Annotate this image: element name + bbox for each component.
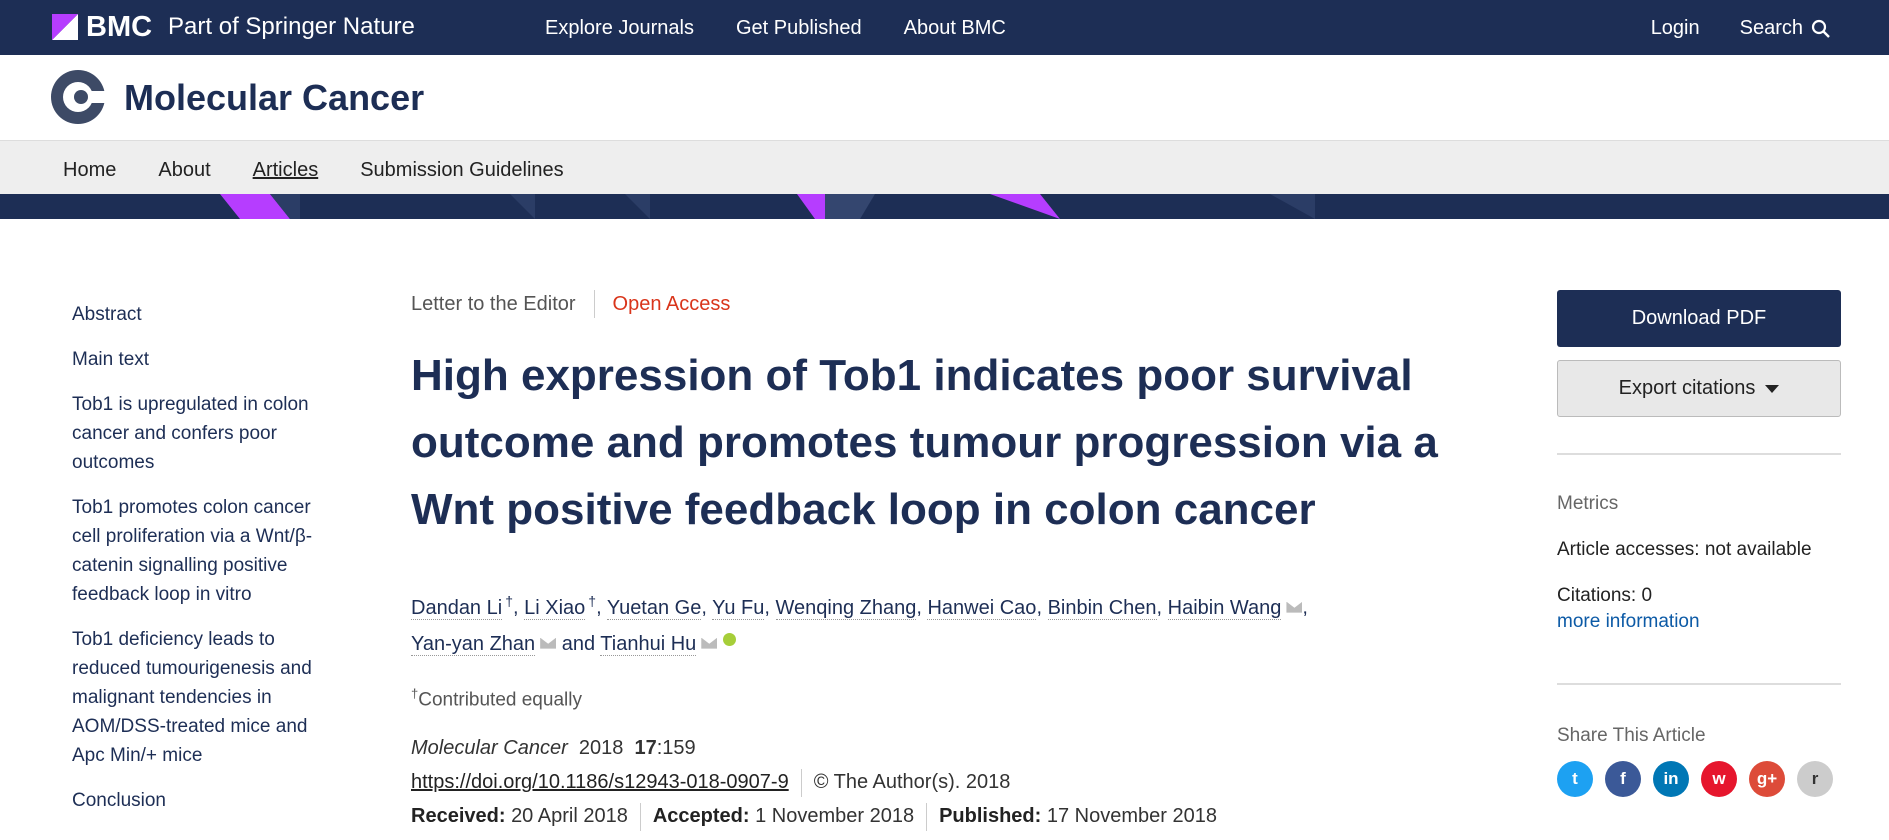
author-haibin-wang[interactable]: Haibin Wang: [1167, 596, 1282, 620]
citations-count: Citations: 0: [1557, 585, 1653, 606]
article-accesses: Article accesses: not available: [1557, 539, 1812, 560]
accepted-label: Accepted:: [652, 804, 750, 827]
toc-item-tob1-deficiency[interactable]: Tob1 deficiency leads to reduced tumouri…: [72, 629, 312, 766]
caret-down-icon: [1765, 384, 1780, 393]
top-right: Login Search: [1651, 17, 1831, 40]
journal-name: Molecular Cancer: [411, 736, 568, 759]
divider: [800, 768, 802, 797]
share-icons: t f in w g+ r: [1557, 761, 1841, 797]
top-bar: BMC Part of Springer Nature Explore Jour…: [0, 0, 1889, 55]
author-yan-yan-zhan[interactable]: Yan-yan Zhan: [411, 632, 536, 656]
orcid-icon[interactable]: [723, 632, 737, 646]
journal-subnav: Home About Articles Submission Guideline…: [0, 140, 1889, 194]
top-nav: Explore Journals Get Published About BMC: [545, 17, 1006, 40]
brand-name: BMC: [86, 10, 153, 43]
author-binbin-chen[interactable]: Binbin Chen: [1047, 596, 1157, 620]
pub-year: 2018: [578, 736, 624, 759]
decorative-band: [0, 194, 1889, 219]
contribution-note: †Contributed equally: [411, 686, 1521, 711]
divider: [1557, 453, 1841, 455]
weibo-icon[interactable]: w: [1701, 761, 1737, 797]
login-link[interactable]: Login: [1650, 17, 1700, 39]
search-label: Search: [1739, 17, 1803, 39]
article-number: :159: [656, 736, 696, 759]
article-type: Letter to the Editor: [411, 292, 576, 315]
author-yuetan-ge[interactable]: Yuetan Ge: [606, 596, 702, 620]
journal-header: Molecular Cancer: [0, 55, 1889, 140]
divider: [639, 802, 641, 831]
author-wenqing-zhang[interactable]: Wenqing Zhang: [775, 596, 917, 620]
volume: 17: [634, 736, 657, 759]
email-icon[interactable]: [1286, 601, 1303, 613]
and-text: and: [561, 632, 596, 655]
search-button[interactable]: Search: [1740, 17, 1831, 40]
author-yu-fu[interactable]: Yu Fu: [712, 596, 765, 620]
email-icon[interactable]: [540, 637, 557, 649]
journal-title[interactable]: Molecular Cancer: [124, 77, 425, 118]
linkedin-icon[interactable]: in: [1653, 761, 1689, 797]
author-hanwei-cao[interactable]: Hanwei Cao: [927, 596, 1037, 620]
more-information-link[interactable]: more information: [1557, 611, 1700, 632]
toc-item-conclusion[interactable]: Conclusion: [72, 790, 166, 811]
table-of-contents: Abstract Main text Tob1 is upregulated i…: [72, 300, 322, 831]
received-date: 20 April 2018: [511, 804, 628, 827]
email-icon[interactable]: [701, 637, 718, 649]
copyright: © The Author(s). 2018: [813, 770, 1011, 793]
twitter-icon[interactable]: t: [1557, 761, 1593, 797]
download-pdf-label: Download PDF: [1631, 307, 1767, 329]
search-icon: [1811, 19, 1830, 38]
nav-get-published[interactable]: Get Published: [735, 17, 862, 39]
bmc-mark-icon: [52, 14, 78, 40]
reddit-icon[interactable]: r: [1797, 761, 1833, 797]
open-access-badge: Open Access: [612, 292, 731, 315]
author-list: Dandan Li †, Li Xiao †, Yuetan Ge, Yu Fu, …: [411, 593, 1308, 656]
dagger-mark: †: [505, 593, 513, 609]
received-label: Received:: [411, 804, 506, 827]
toc-item-abstract[interactable]: Abstract: [72, 304, 142, 325]
contribution-text: Contributed equally: [418, 688, 582, 710]
subnav-articles[interactable]: Articles: [252, 159, 319, 181]
sidebar-right: Download PDF Export citations Metrics Ar…: [1557, 290, 1841, 797]
subnav-home[interactable]: Home: [63, 159, 117, 181]
divider: [1557, 683, 1841, 685]
published-label: Published:: [939, 804, 1042, 827]
share-heading: Share This Article: [1557, 725, 1706, 746]
download-pdf-button[interactable]: Download PDF: [1557, 290, 1841, 347]
export-citations-button[interactable]: Export citations: [1557, 360, 1841, 417]
bmc-logo[interactable]: BMC Part of Springer Nature: [52, 10, 415, 43]
article-header: Letter to the Editor Open Access High ex…: [411, 290, 1521, 833]
author-dandan-li[interactable]: Dandan Li: [411, 596, 503, 620]
nav-about-bmc[interactable]: About BMC: [903, 17, 1006, 39]
toc-item-tob1-upregulated[interactable]: Tob1 is upregulated in colon cancer and …: [72, 394, 309, 473]
toc-item-main-text[interactable]: Main text: [72, 349, 150, 370]
divider: [926, 802, 928, 831]
nav-explore-journals[interactable]: Explore Journals: [545, 17, 694, 39]
toc-item-tob1-promotes[interactable]: Tob1 promotes colon cancer cell prolifer…: [72, 497, 313, 605]
export-citations-label: Export citations: [1618, 377, 1756, 399]
article-title: High expression of Tob1 indicates poor s…: [411, 351, 1438, 534]
dagger-mark: †: [588, 593, 597, 609]
band-pattern-icon: [220, 194, 1315, 219]
subnav-submission-guidelines[interactable]: Submission Guidelines: [360, 159, 564, 181]
published-date: 17 November 2018: [1046, 804, 1217, 827]
doi-link[interactable]: https://doi.org/10.1186/s12943-018-0907-…: [411, 770, 789, 793]
metrics-heading: Metrics: [1557, 493, 1619, 514]
facebook-icon[interactable]: f: [1605, 761, 1641, 797]
accepted-date: 1 November 2018: [755, 804, 915, 827]
dagger-mark: †: [411, 685, 419, 701]
subnav-about[interactable]: About: [158, 159, 211, 181]
divider: [593, 290, 595, 318]
citation-info: Molecular Cancer 2018 17:159 https://doi…: [411, 731, 1521, 833]
author-tianhui-hu[interactable]: Tianhui Hu: [600, 632, 697, 656]
google-plus-icon[interactable]: g+: [1749, 761, 1785, 797]
brand-sub: Part of Springer Nature: [168, 13, 415, 40]
author-li-xiao[interactable]: Li Xiao: [524, 596, 586, 620]
journal-logo-icon[interactable]: [50, 67, 106, 127]
